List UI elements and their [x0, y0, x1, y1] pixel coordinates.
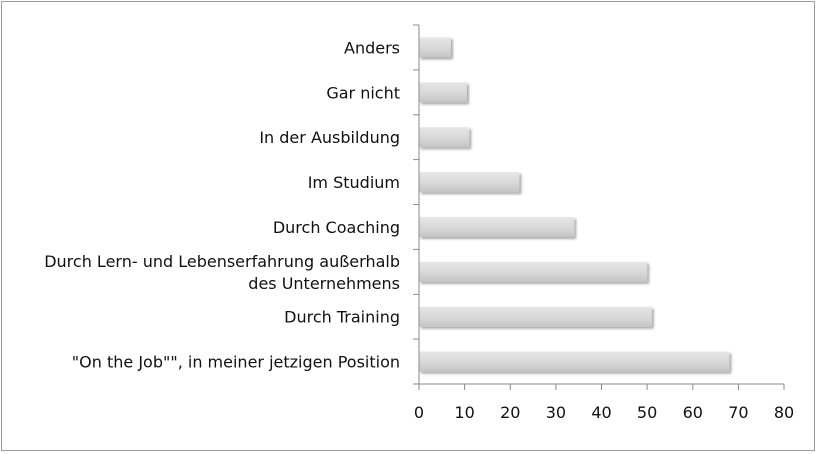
- x-tick-label: 80: [774, 403, 794, 422]
- x-tick-label: 0: [414, 403, 424, 422]
- category-label: Durch Lern- und Lebenserfahrung außerhal…: [44, 252, 400, 271]
- labels-layer: "On the Job"", in meiner jetzigen Positi…: [44, 38, 794, 422]
- x-tick-label: 70: [728, 403, 748, 422]
- category-label: In der Ausbildung: [259, 128, 400, 147]
- bar: [419, 216, 575, 237]
- x-tick-label: 40: [591, 403, 611, 422]
- category-label: Durch Training: [284, 308, 400, 327]
- bar: [419, 37, 451, 58]
- bar: [419, 306, 652, 327]
- bar: [419, 127, 470, 148]
- category-label: "On the Job"", in meiner jetzigen Positi…: [72, 353, 400, 372]
- category-label: Anders: [344, 38, 400, 57]
- bar: [419, 172, 520, 193]
- category-label: Durch Coaching: [273, 218, 400, 237]
- category-label: Im Studium: [308, 173, 400, 192]
- category-label: des Unternehmens: [248, 274, 400, 293]
- bar: [419, 351, 730, 372]
- category-label: Gar nicht: [326, 83, 400, 102]
- axes-layer: [413, 24, 785, 390]
- x-tick-label: 30: [546, 403, 566, 422]
- x-tick-label: 60: [683, 403, 703, 422]
- bar: [419, 82, 467, 103]
- x-tick-label: 10: [454, 403, 474, 422]
- bar: [419, 261, 648, 282]
- x-tick-label: 20: [500, 403, 520, 422]
- x-tick-label: 50: [637, 403, 657, 422]
- bars-layer: [419, 37, 730, 372]
